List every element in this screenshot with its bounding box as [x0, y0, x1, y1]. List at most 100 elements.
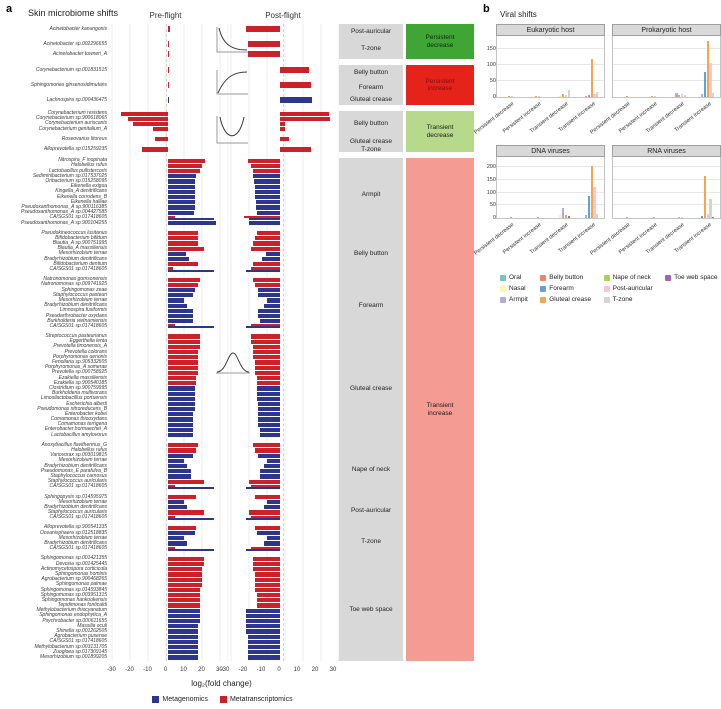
- viral-bar: [678, 216, 681, 218]
- pre-flight-cell: [110, 505, 224, 510]
- post-bar: [267, 298, 280, 303]
- post-flight-cell: [224, 407, 335, 412]
- species-label: Corynebacterium auriscanis: [45, 120, 108, 127]
- pre-flight-cell: [110, 448, 224, 453]
- body-site-box: Belly button Gluteal crease T-zone: [339, 111, 403, 153]
- post-bar: [247, 644, 280, 650]
- species-row: Lactobacillus pullistercoris: [0, 168, 335, 174]
- pre-flight-cell: [110, 458, 224, 463]
- species-label: Enterobacter hormaechei_A: [44, 426, 108, 433]
- species-row: Blautia_A sp.900751995: [0, 241, 335, 246]
- viral-bar: [587, 95, 590, 97]
- post-bar: [247, 655, 280, 660]
- panel-a-legend: Metagenomics Metatranscriptomics: [100, 696, 345, 704]
- post-bar: [251, 163, 280, 169]
- site-subgroup: Acinetobacter sp.002296655 Acinetobacter …: [0, 39, 335, 59]
- species-label: Escherichia alberti: [66, 400, 108, 407]
- site-legend-label: T-zone: [612, 296, 633, 303]
- post-bar: [249, 217, 280, 220]
- viral-bar: [562, 207, 565, 218]
- pre-flight-cell: [110, 49, 224, 59]
- post-flight-cell: [224, 541, 335, 546]
- species-row: Massilia oculi: [0, 623, 335, 629]
- pre-bar: [167, 401, 195, 407]
- post-flight-cell: [224, 375, 335, 381]
- pre-bar: [167, 169, 200, 174]
- pre-flight-cell: [110, 200, 224, 205]
- species-row: Corynebacterium genitalium_A: [0, 126, 335, 132]
- post-flight-cell: [224, 169, 335, 174]
- post-bar: [251, 334, 280, 339]
- viral-bar: [712, 216, 715, 218]
- species-label: Blautia_A sp.900751995: [52, 240, 108, 247]
- body-site-label: Toe web space: [349, 605, 393, 613]
- species-row: Sphingopyxis sp.014595975: [0, 494, 335, 500]
- pre-flight-cell: [110, 241, 224, 246]
- pre-bar: [167, 189, 195, 194]
- post-bar: [254, 448, 280, 453]
- post-bar: [280, 67, 309, 73]
- post-bar: [258, 293, 280, 298]
- pre-bar: [167, 479, 204, 484]
- site-legend-label: Nasal: [509, 285, 526, 292]
- body-site-box: Post-auricular T-zone: [339, 24, 403, 59]
- species-row: Fenollaria sp.905332505: [0, 360, 335, 365]
- viral-chart-title: Eukaryotic host: [526, 26, 575, 34]
- pre-bar: [167, 215, 175, 218]
- viral-chart-title-strip: DNA viruses: [496, 145, 605, 157]
- post-flight-cell: [224, 593, 335, 598]
- pre-flight-cell: [110, 629, 224, 634]
- species-label: Prevotella sp.000758925: [51, 369, 108, 376]
- species-row: Bifidobacterium dentium: [0, 261, 335, 267]
- pre-bar: [167, 463, 188, 469]
- species-row: Mesorhizobium terrae: [0, 535, 335, 541]
- pre-flight-cell: [110, 427, 224, 433]
- pre-flight-cell: [110, 624, 224, 629]
- post-bar: [260, 319, 280, 324]
- species-label: Staphylococcus pasteuri: [52, 291, 108, 298]
- pre-flight-cell: [110, 433, 224, 438]
- post-flight-cell: [224, 639, 335, 644]
- species-row: Corynebacterium sp.001831515: [0, 65, 335, 75]
- pre-bar: [167, 494, 197, 500]
- post-bar: [253, 277, 280, 282]
- species-label: Bradyrhizobium denitrificans: [44, 255, 108, 262]
- species-label: Sphingomonas sp.001421355: [40, 555, 108, 562]
- species-label: Staphylococcus auricularis: [47, 478, 108, 485]
- post-flight-cell: [224, 650, 335, 655]
- site-legend-swatch: [603, 296, 610, 303]
- viral-bar: [511, 96, 514, 97]
- post-flight-cell: [224, 531, 335, 536]
- pre-flight-cell: [110, 386, 224, 391]
- post-flight-cell: [224, 277, 335, 282]
- species-row: Lachnospira sp.000436475: [0, 95, 335, 105]
- pre-bar: [167, 251, 186, 257]
- pre-bar: [167, 515, 175, 518]
- x-axis-label: log₂(fold change): [191, 679, 252, 689]
- pre-bar: [167, 624, 199, 629]
- species-row: Pseudokineococcus lusitanus: [0, 230, 335, 236]
- pre-flight-cell: [110, 298, 224, 303]
- species-label: Bradyrhizobium denitrificans: [44, 302, 108, 309]
- species-row: Bradyrhizobium denitrificans: [0, 303, 335, 308]
- species-label: Alloprevotella sp.015259235: [43, 146, 108, 153]
- pre-bar: [167, 303, 188, 308]
- post-bar: [258, 401, 280, 407]
- shift-category-box: Persistent increase: [406, 65, 474, 105]
- post-flight-cell: [224, 210, 335, 215]
- post-flight-cell: [224, 577, 335, 582]
- species-row: Pseudomonas nitroreducens_B: [0, 406, 335, 412]
- post-bar: [245, 517, 280, 520]
- pre-bar: [167, 443, 199, 448]
- post-bar: [253, 561, 280, 567]
- species-row: Porphyromonas uenonis: [0, 354, 335, 360]
- pre-bar: [167, 313, 193, 319]
- pre-bar: [167, 241, 199, 246]
- viral-bar: [567, 215, 570, 218]
- panel-a-title: Skin microbiome shifts: [28, 8, 119, 18]
- site-legend-item: Nasal: [500, 285, 531, 292]
- species-row: Bradyrhizobium denitrificans: [0, 541, 335, 546]
- pre-flight-cell: [110, 582, 224, 587]
- species-label: Eikenella corrodens_B: [57, 193, 108, 200]
